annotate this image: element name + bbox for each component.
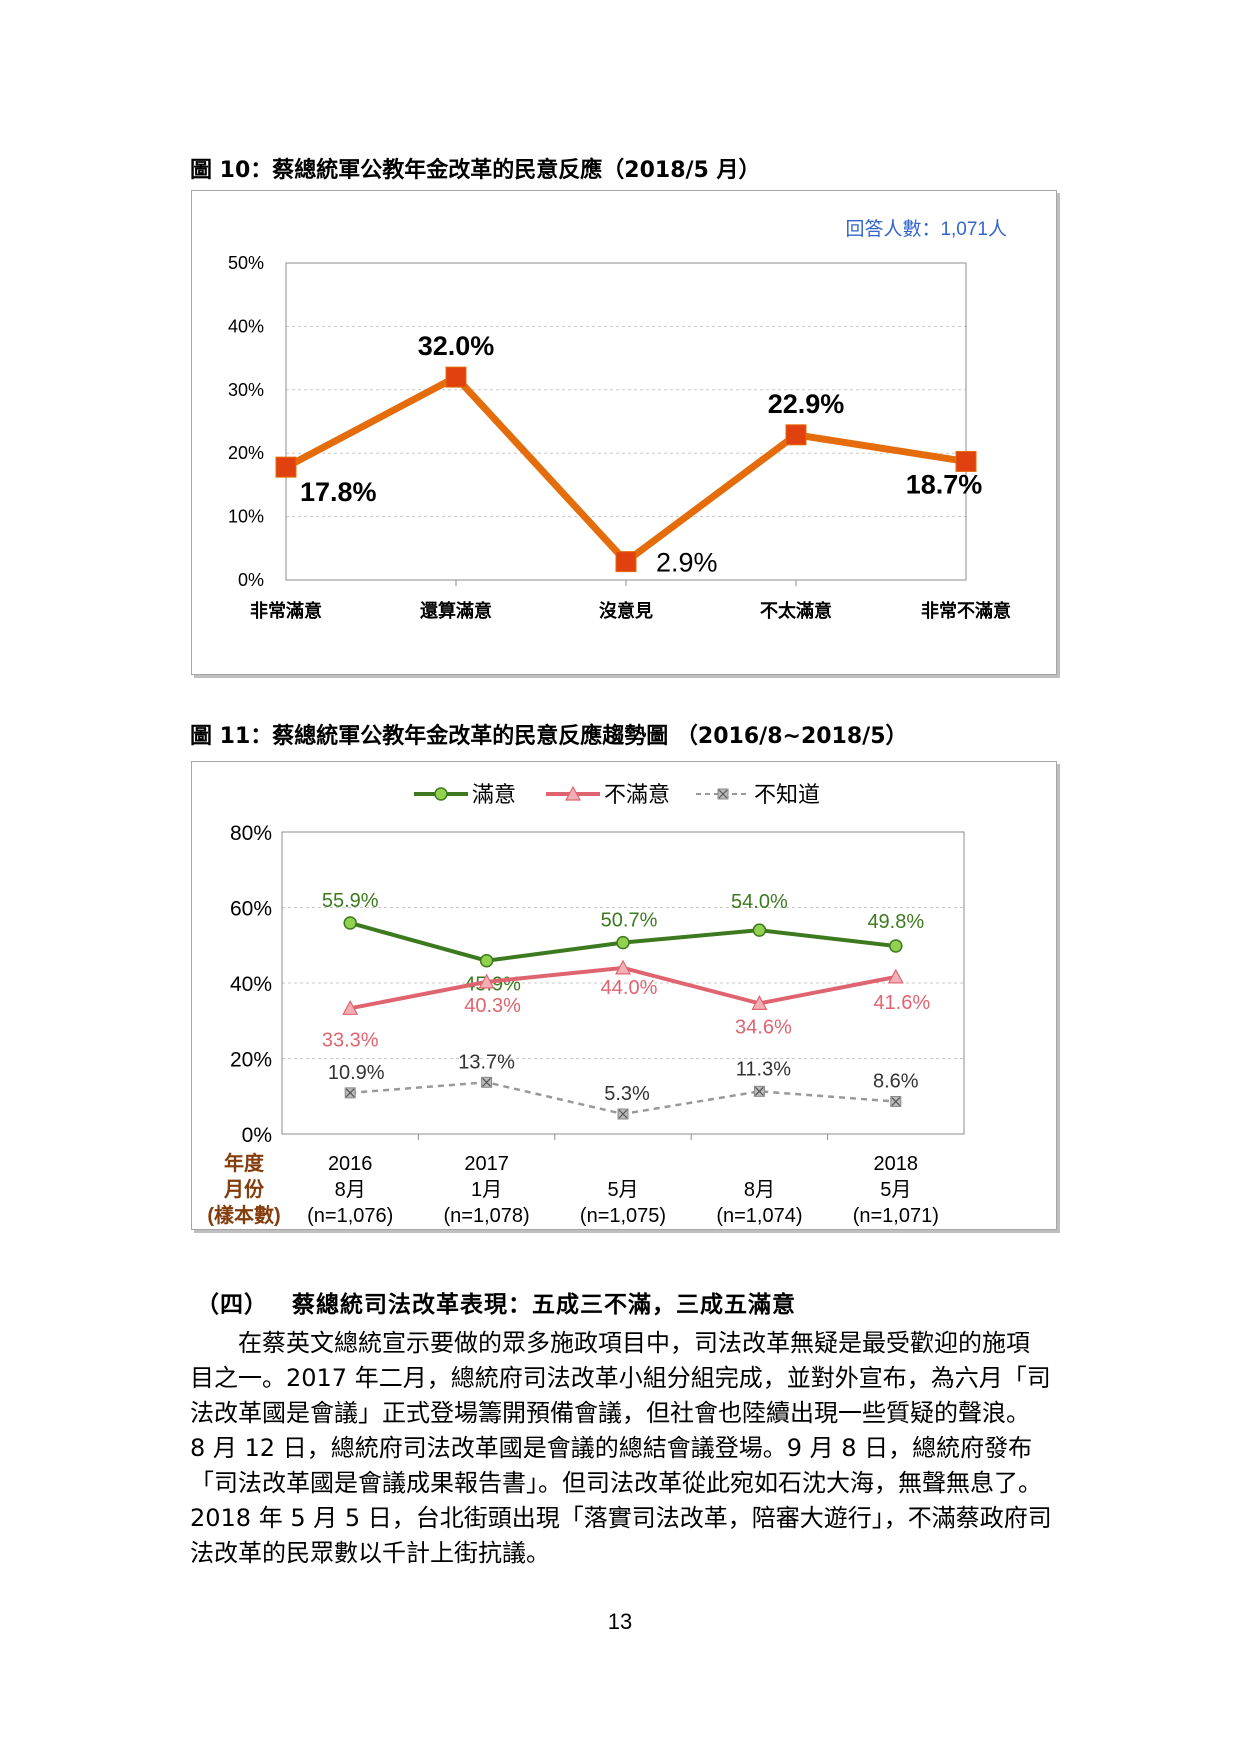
data-label: 2.9% (656, 548, 718, 578)
page-number: 13 (607, 1609, 633, 1634)
data-label: 5.3% (604, 1083, 650, 1105)
plot-area (285, 262, 967, 581)
x-category-n: (n=1,078) (444, 1205, 530, 1227)
body-line: 目之一。2017 年二月，總統府司法改革小組分組完成，並對外宣布，為六月「司 (190, 1364, 1051, 1392)
data-point (275, 456, 297, 478)
data-label: 40.3% (464, 995, 521, 1017)
data-point (751, 995, 768, 1010)
data-point-x (345, 1088, 355, 1098)
y-tick-label: 40% (228, 316, 264, 336)
data-point-x (482, 1077, 492, 1087)
data-label: 55.9% (322, 890, 379, 912)
data-point-x (754, 1086, 764, 1096)
x-category-year: 2017 (464, 1153, 509, 1175)
body-line: 在蔡英文總統宣示要做的眾多施政項目中，司法改革無疑是最受歡迎的施項 (190, 1329, 1030, 1357)
data-label: 54.0% (731, 891, 788, 913)
data-point (615, 551, 637, 573)
data-point (478, 973, 495, 989)
body-line: 「司法改革國是會議成果報告書」。但司法改革從此宛如石沈大海，無聲無息了。 (190, 1469, 1042, 1497)
data-label: 34.6% (735, 1016, 792, 1038)
figure10-chart: 回答人數：1,071人 0% 10% 20% 30% 40% 50% 非常滿意 還算滿意 沒意見 不… (191, 190, 1057, 675)
x-category-label: 非常滿意 (250, 600, 322, 621)
y-tick-label: 20% (230, 1049, 272, 1072)
y-tick-label: 50% (228, 253, 264, 273)
series-line (284, 373, 967, 566)
x-row-label: (樣本數) (207, 1203, 280, 1227)
x-category-label: 還算滿意 (420, 600, 492, 621)
section-title: 蔡總統司法改革表現：五成三不滿，三成五滿意 (292, 1291, 796, 1318)
figure11-svg: 0%20%40%60%80%滿意 不滿意 不知道55.9%45.9%50.7%54.… (207, 782, 965, 1227)
data-point (614, 959, 632, 975)
data-point-x (891, 1097, 901, 1106)
y-tick-label: 0% (242, 1124, 272, 1147)
y-tick-label: 80% (230, 822, 272, 845)
data-label: 44.0% (601, 977, 658, 999)
y-tick-label: 40% (230, 973, 272, 996)
data-label: 22.9% (768, 389, 845, 419)
data-point (342, 1000, 359, 1015)
data-label: 8.6% (873, 1071, 919, 1093)
x-category-label: 沒意見 (599, 600, 653, 621)
legend-swatch-marker-x (718, 789, 728, 799)
data-point (616, 935, 630, 950)
legend-label: 不知道 (754, 782, 820, 807)
x-category-n: (n=1,076) (307, 1205, 393, 1227)
data-label: 33.3% (322, 1029, 379, 1051)
data-point-x (618, 1109, 628, 1119)
data-point (445, 366, 467, 388)
x-category-label: 非常不滿意 (921, 600, 1011, 621)
body-line: 8 月 12 日，總統府司法改革國是會議的總結會議登場。9 月 8 日，總統府發… (190, 1434, 1033, 1462)
data-point (887, 968, 904, 984)
body-line: 法改革國是會議」正式登場籌開預備會議，但社會也陸續出現一些質疑的聲浪。 (190, 1399, 1030, 1427)
figure10-caption: 圖 10：蔡總統軍公教年金改革的民意反應（2018/5 月） (190, 158, 761, 183)
data-point (343, 916, 357, 930)
data-label: 17.8% (300, 477, 377, 507)
x-category-n: (n=1,075) (580, 1205, 666, 1227)
x-category-month: 1月 (471, 1179, 502, 1201)
section-number: （四） (196, 1291, 268, 1318)
x-row-label: 年度 (224, 1151, 265, 1175)
x-category-month: 5月 (880, 1179, 911, 1201)
y-tick-label: 60% (230, 898, 272, 921)
x-category-n: (n=1,071) (853, 1205, 939, 1227)
x-category-month: 5月 (607, 1179, 638, 1201)
data-point (955, 450, 977, 472)
data-label: 18.7% (906, 469, 983, 499)
x-category-label: 不太滿意 (760, 600, 832, 621)
section-heading: （四） 蔡總統司法改革表現：五成三不滿，三成五滿意 (196, 1285, 796, 1319)
data-label: 49.8% (867, 911, 924, 933)
data-label: 10.9% (328, 1062, 385, 1084)
data-label: 50.7% (601, 910, 658, 932)
legend-label: 不滿意 (604, 782, 670, 807)
figure11-caption: 圖 11：蔡總統軍公教年金改革的民意反應趨勢圖 （2016/8~2018/5） (190, 724, 908, 749)
legend-label: 滿意 (472, 782, 516, 807)
legend-swatch-marker (434, 787, 448, 801)
body-line: 法改革的民眾數以千計上街抗議。 (190, 1539, 550, 1567)
x-category-month: 8月 (744, 1179, 775, 1201)
x-category-year: 2016 (328, 1153, 373, 1175)
x-category-month: 8月 (335, 1179, 366, 1201)
data-label: 32.0% (418, 331, 495, 361)
data-point (889, 939, 903, 953)
data-label: 41.6% (873, 992, 930, 1014)
y-tick-label: 10% (228, 507, 264, 527)
legend-swatch-marker (564, 785, 582, 801)
plot-area (281, 831, 965, 1135)
x-row-label: 月份 (223, 1177, 265, 1201)
figure10-svg: 回答人數：1,071人 0% 10% 20% 30% 40% 50% 非常滿意 還算滿意 沒意見 不… (228, 218, 1011, 621)
data-point (479, 953, 494, 968)
x-category-year: 2018 (874, 1153, 919, 1175)
data-point (752, 923, 767, 937)
body-paragraph: 在蔡英文總統宣示要做的眾多施政項目中，司法改革無疑是最受歡迎的施項 目之一。20… (190, 1326, 1056, 1571)
sample-size-note: 回答人數：1,071人 (845, 218, 1007, 240)
data-label: 11.3% (736, 1058, 791, 1080)
data-label: 13.7% (458, 1051, 515, 1073)
y-tick-label: 0% (238, 570, 264, 590)
y-tick-label: 30% (228, 380, 264, 400)
data-point (785, 424, 807, 446)
body-line: 2018 年 5 月 5 日，台北街頭出現「落實司法改革，陪審大遊行」，不滿蔡政… (190, 1504, 1052, 1532)
x-category-n: (n=1,074) (716, 1205, 802, 1227)
figure11-chart: 0% 20% 40% 60% 80% 滿意 不滿意 不知道 55.9% 45.9% 50.7% 54.… (191, 761, 1057, 1230)
y-tick-label: 20% (228, 443, 264, 463)
